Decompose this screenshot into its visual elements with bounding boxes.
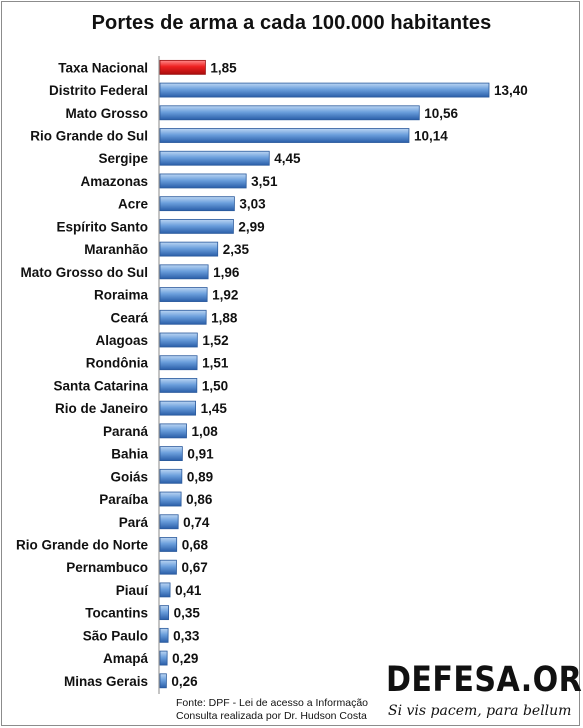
- category-label: Acre: [118, 197, 149, 212]
- bar-tocantins: [159, 605, 169, 621]
- value-label: 0,33: [173, 628, 200, 643]
- value-label: 10,56: [424, 106, 458, 121]
- value-label: 1,96: [213, 265, 240, 280]
- value-label: 4,45: [274, 151, 301, 166]
- value-label: 1,52: [202, 333, 228, 348]
- bar-pernambuco: [159, 559, 177, 575]
- bar-paraiba: [159, 491, 182, 507]
- value-label: 0,29: [172, 651, 198, 666]
- category-label: Piauí: [116, 583, 150, 598]
- bar-mato-grosso: [159, 105, 420, 121]
- value-label: 1,92: [212, 288, 238, 303]
- category-label: Rio Grande do Sul: [30, 129, 148, 144]
- category-label: Paraíba: [99, 492, 148, 507]
- category-label: Pernambuco: [66, 560, 148, 575]
- value-label: 3,51: [251, 174, 278, 189]
- value-label: 0,74: [183, 515, 210, 530]
- value-label: 2,99: [238, 219, 264, 234]
- category-label: Amapá: [103, 651, 149, 666]
- chart-title: Portes de arma a cada 100.000 habitantes: [91, 12, 492, 34]
- bar-roraima: [159, 287, 208, 302]
- category-label: Minas Gerais: [64, 674, 148, 689]
- category-label: Alagoas: [95, 333, 148, 348]
- bar-mato-grosso-do-sul: [159, 264, 209, 280]
- bar-taxa-nacional: [159, 59, 206, 75]
- value-label: 0,86: [186, 492, 213, 507]
- category-label: Ceará: [110, 310, 148, 325]
- value-label: 1,50: [202, 378, 228, 393]
- value-label: 0,91: [187, 447, 214, 462]
- bar-amapa: [159, 650, 168, 666]
- bar-rio-grande-do-sul: [159, 128, 410, 143]
- value-label: 0,68: [182, 537, 209, 552]
- category-label: São Paulo: [83, 628, 148, 643]
- bar-parana: [159, 423, 187, 439]
- bar-para: [159, 514, 179, 530]
- bar-acre: [159, 196, 235, 212]
- category-label: Amazonas: [80, 174, 148, 189]
- category-label: Sergipe: [98, 151, 148, 166]
- bar-alagoas: [159, 332, 198, 348]
- value-label: 13,40: [494, 83, 528, 98]
- site-slogan: Si vis pacem, para bellum: [388, 703, 572, 719]
- category-label: Pará: [119, 515, 149, 530]
- category-label: Tocantins: [85, 606, 148, 621]
- value-label: 0,67: [181, 560, 207, 575]
- value-label: 2,35: [223, 242, 250, 257]
- category-label: Rio Grande do Norte: [16, 537, 148, 552]
- bar-rio-grande-do-norte: [159, 537, 178, 552]
- bar-sergipe: [159, 150, 270, 166]
- category-label: Bahia: [111, 447, 148, 462]
- category-label: Maranhão: [84, 242, 148, 257]
- category-label: Roraima: [94, 288, 149, 303]
- value-label: 0,26: [171, 674, 198, 689]
- bar-amazonas: [159, 173, 247, 189]
- value-label: 1,45: [201, 401, 228, 416]
- source-line-1: Fonte: DPF - Lei de acesso a Informação: [176, 697, 369, 709]
- value-label: 10,14: [414, 129, 448, 144]
- bar-ceara: [159, 309, 207, 325]
- source-line-2: Consulta realizada por Dr. Hudson Costa: [176, 709, 367, 722]
- value-label: 0,41: [175, 583, 202, 598]
- bar-espirito-santo: [159, 218, 234, 234]
- source-note: Fonte: DPF - Lei de acesso a Informação …: [176, 697, 386, 722]
- bar-sao-paulo: [159, 627, 169, 643]
- value-label: 3,03: [239, 197, 266, 212]
- value-label: 0,89: [187, 469, 213, 484]
- category-label: Mato Grosso do Sul: [20, 265, 148, 280]
- bar-minas-gerais: [159, 673, 167, 689]
- bar-goias: [159, 468, 183, 484]
- site-logo: DEFESA.ORG: [386, 660, 583, 700]
- category-label: Mato Grosso: [65, 106, 148, 121]
- value-label: 1,51: [202, 356, 229, 371]
- category-label: Distrito Federal: [49, 83, 148, 98]
- bar-piaui: [159, 582, 171, 598]
- bar-distrito-federal: [159, 82, 490, 98]
- bar-bahia: [159, 446, 183, 462]
- bar-rondonia: [159, 355, 198, 371]
- bar-santa-catarina: [159, 378, 198, 393]
- bar-maranhao: [159, 241, 219, 257]
- category-label: Rondônia: [86, 356, 149, 371]
- value-label: 1,08: [192, 424, 219, 439]
- category-label: Taxa Nacional: [58, 60, 148, 75]
- category-label: Paraná: [103, 424, 149, 439]
- category-label: Rio de Janeiro: [55, 401, 148, 416]
- category-label: Santa Catarina: [53, 378, 148, 393]
- value-label: 1,88: [211, 310, 238, 325]
- bar-rio-de-janeiro: [159, 400, 197, 416]
- category-label: Espírito Santo: [56, 219, 148, 234]
- value-label: 1,85: [210, 60, 237, 75]
- value-label: 0,35: [174, 606, 201, 621]
- category-label: Goiás: [110, 469, 148, 484]
